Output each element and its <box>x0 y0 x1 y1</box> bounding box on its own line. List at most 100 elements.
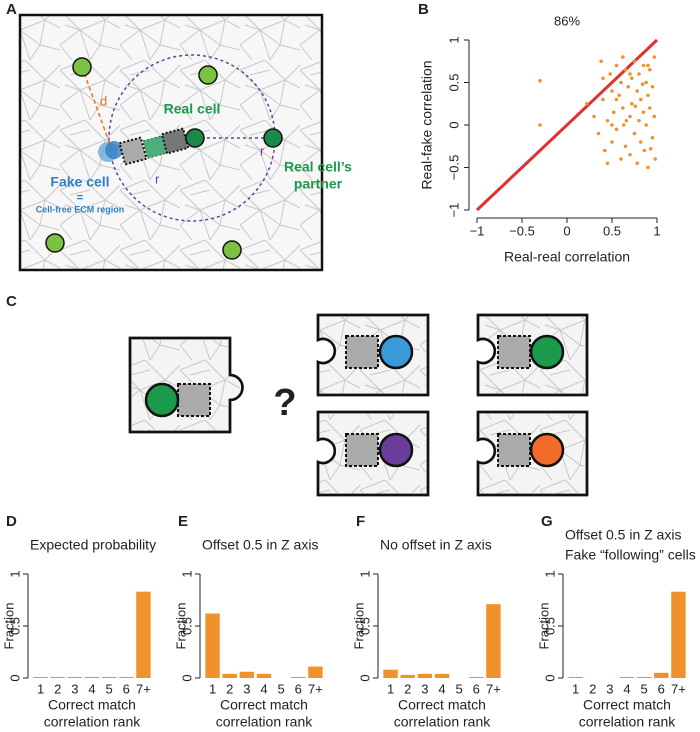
bar <box>434 673 450 678</box>
point <box>623 144 628 149</box>
point <box>612 110 616 115</box>
point <box>596 131 601 136</box>
cell <box>378 334 414 370</box>
bar <box>50 676 65 678</box>
panel-label: C <box>6 293 17 310</box>
y-tick-label: 0.5 <box>542 617 557 635</box>
point <box>601 97 605 102</box>
bar <box>239 671 255 678</box>
bar <box>119 676 134 678</box>
bar <box>486 604 501 678</box>
x-tick-label: 5 <box>106 681 113 696</box>
bar <box>671 591 686 678</box>
bar <box>383 669 398 678</box>
x-tick-label: 3 <box>421 681 428 696</box>
point <box>628 114 632 119</box>
x-axis-label: correlation rank <box>44 714 141 730</box>
label-equals: = <box>77 192 83 204</box>
label-r: r <box>155 171 160 186</box>
x-tick-label: 3 <box>243 681 250 696</box>
x-tick-label: 1 <box>37 681 44 696</box>
point <box>614 97 619 102</box>
bar <box>256 673 272 678</box>
point <box>538 79 542 83</box>
y-tick-label: 1 <box>179 570 194 577</box>
point <box>614 63 619 68</box>
point <box>652 114 657 119</box>
point <box>635 161 639 166</box>
x-tick-label: 4 <box>88 681 95 696</box>
x-tick-label: 5 <box>641 681 648 696</box>
y-tick-label: 0 <box>357 674 372 681</box>
x-tick-label: 6 <box>295 681 302 696</box>
bar <box>291 676 306 678</box>
cell <box>144 382 180 418</box>
panel-label: F <box>356 513 365 530</box>
point <box>637 118 641 123</box>
y-tick-label: 1 <box>357 570 372 577</box>
y-axis-label: Real-fake correlation <box>419 60 435 189</box>
y-axis-label: Fraction <box>536 603 551 650</box>
point <box>642 148 647 153</box>
point <box>603 148 607 153</box>
panel-c: C ? <box>6 293 589 497</box>
point <box>630 76 634 81</box>
x-tick-label: 7+ <box>671 681 686 696</box>
label-partner: Real cell’s <box>284 159 352 175</box>
label-partner: partner <box>294 176 343 192</box>
point <box>648 67 652 72</box>
question-mark: ? <box>273 382 296 424</box>
x-tick-label: 1 <box>387 681 394 696</box>
chart-title: Offset 0.5 in Z axis <box>565 527 681 543</box>
y-tick-label: 0 <box>542 674 557 681</box>
point <box>599 59 603 64</box>
x-axis-label: correlation rank <box>394 714 491 730</box>
point <box>650 84 655 89</box>
point <box>610 123 614 127</box>
chart-title: 86% <box>554 13 580 28</box>
point <box>648 106 652 110</box>
y-tick-label: 1 <box>446 36 461 43</box>
bar <box>33 676 48 678</box>
x-tick-label: 5 <box>456 681 463 696</box>
real-cell <box>185 128 205 148</box>
x-axis-label: Correct match <box>48 697 136 713</box>
x-tick-label: 0.5 <box>603 223 621 238</box>
ecm-box <box>345 433 379 467</box>
x-tick-label: 3 <box>606 681 613 696</box>
y-axis-label: Fraction <box>351 603 366 650</box>
x-tick-label: 2 <box>54 681 61 696</box>
x-tick-label: 6 <box>123 681 130 696</box>
label-real-cell: Real cell <box>164 101 221 117</box>
fake-cell <box>105 141 123 159</box>
point <box>639 140 643 144</box>
cell <box>378 432 414 468</box>
panel-label: A <box>6 1 17 18</box>
bar <box>469 676 484 678</box>
cell <box>72 57 92 77</box>
x-axis-label: correlation rank <box>216 714 313 730</box>
cell <box>45 233 65 253</box>
x-axis-label: Correct match <box>398 697 486 713</box>
point <box>635 89 639 93</box>
x-tick-label: −0.5 <box>509 223 535 238</box>
point <box>652 55 657 59</box>
y-tick-label: 0 <box>7 674 22 681</box>
panel-label: E <box>178 513 188 530</box>
x-tick-label: 4 <box>260 681 267 696</box>
point <box>632 131 637 136</box>
point <box>585 101 589 106</box>
x-tick-label: 7+ <box>486 681 501 696</box>
cell <box>222 240 242 260</box>
point <box>601 76 605 81</box>
x-tick-label: 2 <box>226 681 233 696</box>
label-r: r <box>260 143 265 158</box>
ecm-box <box>345 335 379 369</box>
x-axis-label: correlation rank <box>579 714 676 730</box>
point <box>617 93 621 98</box>
y-axis-label: Fraction <box>173 603 188 650</box>
point <box>619 80 623 85</box>
bar <box>619 676 635 678</box>
bar <box>136 591 151 678</box>
